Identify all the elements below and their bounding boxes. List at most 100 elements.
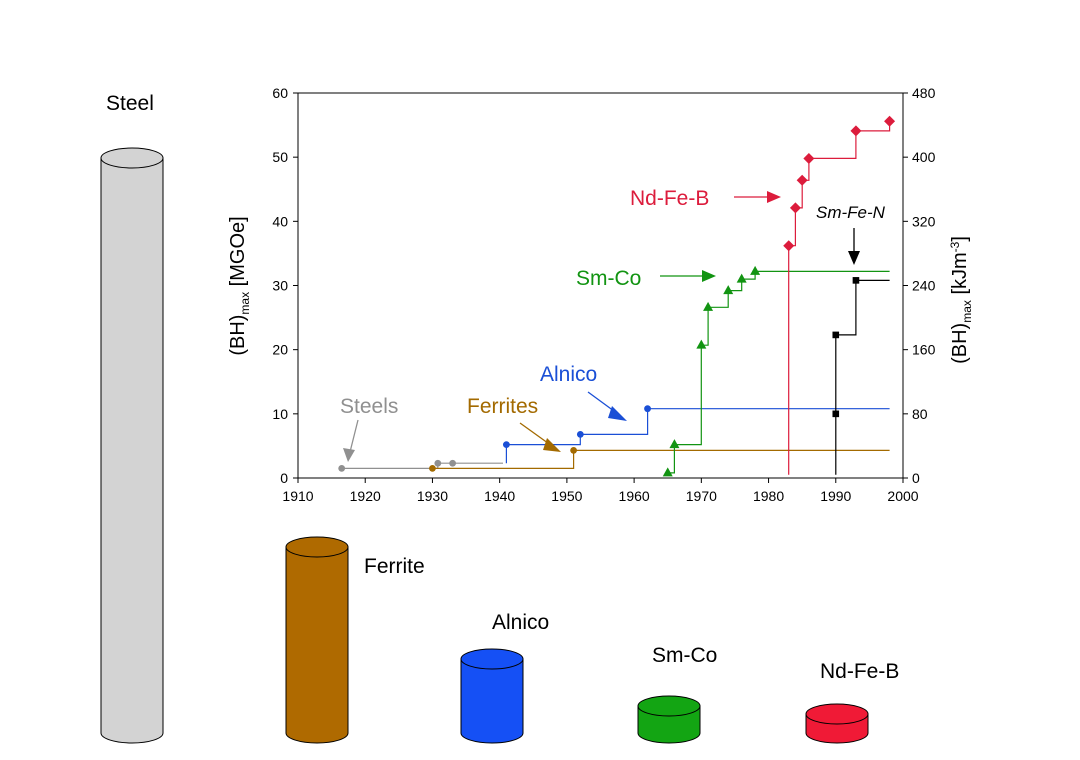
right-y-tick-label: 160 [912, 342, 936, 358]
data-point-nd-fe-b [796, 174, 808, 186]
series-line-sm-fe-n [835, 279, 890, 475]
right-y-axis: 0 80 160 240 320 400 480 [903, 85, 936, 486]
x-tick-label: 2000 [887, 488, 918, 504]
series-label-sm-co: Sm-Co [576, 267, 641, 290]
left-y-axis-title: (BH)max [MGOe] [227, 216, 252, 355]
magnet-ferrite: Ferrite [285, 536, 425, 744]
cylinder-sm-co-top [637, 695, 701, 717]
series-ferrites [429, 447, 890, 472]
series-line-alnico [505, 408, 890, 464]
magnet-label-steel: Steel [106, 92, 154, 115]
right-y-tick-label: 400 [912, 149, 936, 165]
arrowhead-alnico [608, 406, 627, 421]
magnet-steel: Steel [100, 92, 164, 744]
right-y-axis-title: (BH)max [kJm-3] [948, 236, 974, 364]
chart-area: 1910 1920 1930 1940 1950 1960 1970 1980 1990 2000… [227, 85, 974, 504]
cylinder-steel-top [100, 147, 164, 169]
left-y-tick-label: 20 [272, 342, 288, 358]
cylinder-nd-fe-b-top [805, 703, 869, 725]
right-y-axis-title-main: (BH) [949, 323, 971, 364]
cylinder-alnico-top [460, 648, 524, 670]
arrowhead-nd-fe-b [767, 191, 781, 203]
data-point-sm-co [696, 339, 707, 349]
x-tick-label: 1930 [417, 488, 448, 504]
x-tick-label: 1970 [686, 488, 717, 504]
left-y-axis-title-main: (BH) [227, 315, 249, 356]
cylinder-alnico-body [460, 658, 524, 744]
series-label-sm-fe-n: Sm-Fe-N [816, 203, 886, 222]
annotation-arrows [343, 191, 860, 462]
data-point-nd-fe-b [884, 115, 896, 127]
x-axis: 1910 1920 1930 1940 1950 1960 1970 1980 1990 2000 [282, 478, 919, 504]
data-point-sm-co [703, 301, 714, 311]
left-y-tick-label: 40 [272, 213, 288, 229]
series-line-sm-co [667, 270, 890, 474]
magnet-sm-co: Sm-Co [637, 644, 717, 744]
left-y-tick-label: 30 [272, 278, 288, 294]
data-point-steels [338, 464, 346, 472]
data-point-alnico [502, 441, 510, 449]
right-y-tick-label: 480 [912, 85, 936, 101]
series-label-alnico: Alnico [540, 363, 597, 386]
data-point-alnico [576, 430, 584, 438]
right-y-tick-label: 80 [912, 406, 928, 422]
series-sm-fe-n [832, 277, 890, 475]
left-y-axis: 0 10 20 30 40 50 60 [272, 85, 298, 486]
series-line-steels [341, 462, 503, 469]
arrowhead-sm-co [702, 270, 716, 282]
series-label-ferrites: Ferrites [467, 395, 538, 418]
left-y-tick-label: 10 [272, 406, 288, 422]
right-y-axis-title-sub: max [960, 300, 974, 323]
data-point-ferrites [429, 464, 436, 472]
magnet-label-alnico: Alnico [492, 611, 549, 634]
x-tick-label: 1990 [820, 488, 851, 504]
cylinder-ferrite-top [285, 536, 349, 558]
right-y-axis-title-unit-a: [kJm [949, 252, 971, 300]
magnet-label-ferrite: Ferrite [364, 555, 425, 578]
arrowhead-sm-fe-n [848, 251, 860, 265]
x-tick-label: 1960 [619, 488, 650, 504]
series-sm-co [662, 265, 890, 477]
data-point-sm-co [662, 467, 673, 477]
data-point-sm-co [723, 285, 734, 295]
right-y-tick-label: 320 [912, 213, 936, 229]
data-point-sm-co [669, 439, 680, 449]
right-y-axis-title-unit-b: ] [949, 236, 971, 242]
left-y-axis-title-sub: max [238, 292, 252, 315]
data-point-ferrites [570, 447, 578, 454]
data-point-steels [449, 459, 457, 467]
series-label-steels: Steels [340, 395, 398, 418]
series-steels [338, 459, 503, 472]
left-y-tick-label: 0 [280, 470, 288, 486]
data-point-nd-fe-b [783, 240, 795, 252]
data-point-sm-fe-n [852, 277, 860, 284]
x-tick-label: 1980 [753, 488, 784, 504]
data-point-alnico [644, 405, 651, 413]
cylinder-ferrite-body [285, 546, 349, 744]
data-point-steels [434, 459, 442, 467]
arrowhead-ferrites [543, 438, 561, 452]
data-point-sm-co [736, 273, 747, 283]
x-tick-label: 1920 [350, 488, 381, 504]
series-line-ferrites [432, 449, 890, 469]
arrowhead-steels [343, 448, 355, 462]
data-point-nd-fe-b [803, 152, 815, 164]
x-tick-label: 1910 [282, 488, 313, 504]
series-line-nd-fe-b [788, 121, 891, 475]
right-y-tick-label: 0 [912, 470, 920, 486]
data-point-nd-fe-b [850, 125, 862, 137]
data-point-nd-fe-b [789, 202, 801, 214]
arrow-steels [349, 419, 359, 453]
series-label-nd-fe-b: Nd-Fe-B [630, 187, 709, 210]
x-tick-label: 1950 [551, 488, 582, 504]
right-y-tick-label: 240 [912, 278, 936, 294]
data-point-sm-fe-n [832, 331, 840, 339]
left-y-tick-label: 50 [272, 149, 288, 165]
x-tick-label: 1940 [484, 488, 515, 504]
data-point-sm-fe-n [832, 410, 840, 418]
magnet-label-nd-fe-b: Nd-Fe-B [820, 660, 899, 683]
left-y-axis-title-unit: [MGOe] [227, 216, 249, 292]
data-point-sm-co [750, 265, 761, 275]
right-y-axis-title-sup: -3 [948, 241, 962, 252]
